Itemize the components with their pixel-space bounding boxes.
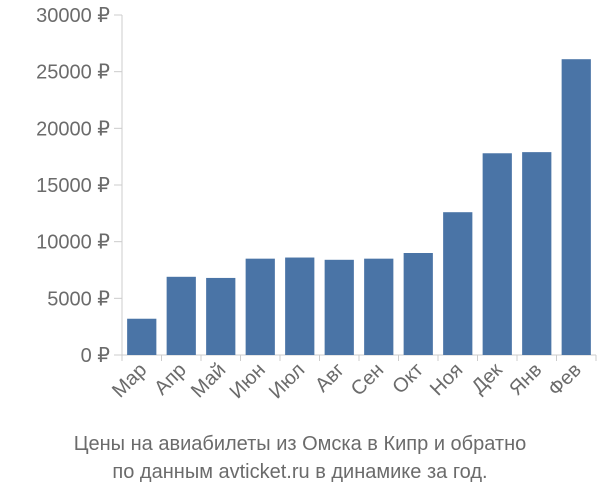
bar (324, 259, 354, 355)
bar (561, 59, 591, 355)
bar (206, 277, 236, 355)
bar (443, 212, 473, 355)
bar (403, 253, 433, 355)
bar (482, 153, 512, 355)
y-tick-label: 25000 ₽ (36, 62, 110, 84)
y-tick-label: 5000 ₽ (47, 288, 110, 310)
chart-caption-line-1: Цены на авиабилеты из Омска в Кипр и обр… (73, 433, 527, 455)
x-tick-label: Май (187, 359, 230, 402)
y-tick-label: 30000 ₽ (36, 5, 110, 27)
y-tick-label: 10000 ₽ (36, 232, 110, 254)
y-tick-label: 20000 ₽ (36, 118, 110, 140)
bar (522, 152, 552, 355)
y-tick-label: 15000 ₽ (36, 175, 110, 197)
x-tick-label: Ноя (426, 359, 467, 400)
x-tick-label: Окт (388, 359, 427, 398)
y-tick-label: 0 ₽ (81, 345, 111, 367)
x-tick-label: Дек (468, 359, 507, 398)
bar (127, 318, 157, 355)
bar (166, 276, 196, 355)
x-tick-label: Апр (150, 359, 191, 400)
x-tick-label: Фев (544, 359, 586, 401)
x-tick-label: Сен (347, 359, 388, 400)
x-tick-label: Мар (108, 359, 151, 402)
x-tick-label: Авг (311, 359, 349, 397)
bar (245, 258, 275, 355)
chart-caption-line-2: по данным avticket.ru в динамике за год. (112, 461, 488, 483)
bar (285, 257, 315, 355)
bar (364, 258, 394, 355)
x-tick-label: Июн (226, 359, 270, 403)
x-tick-label: Июл (265, 359, 309, 403)
x-tick-label: Янв (505, 359, 546, 400)
